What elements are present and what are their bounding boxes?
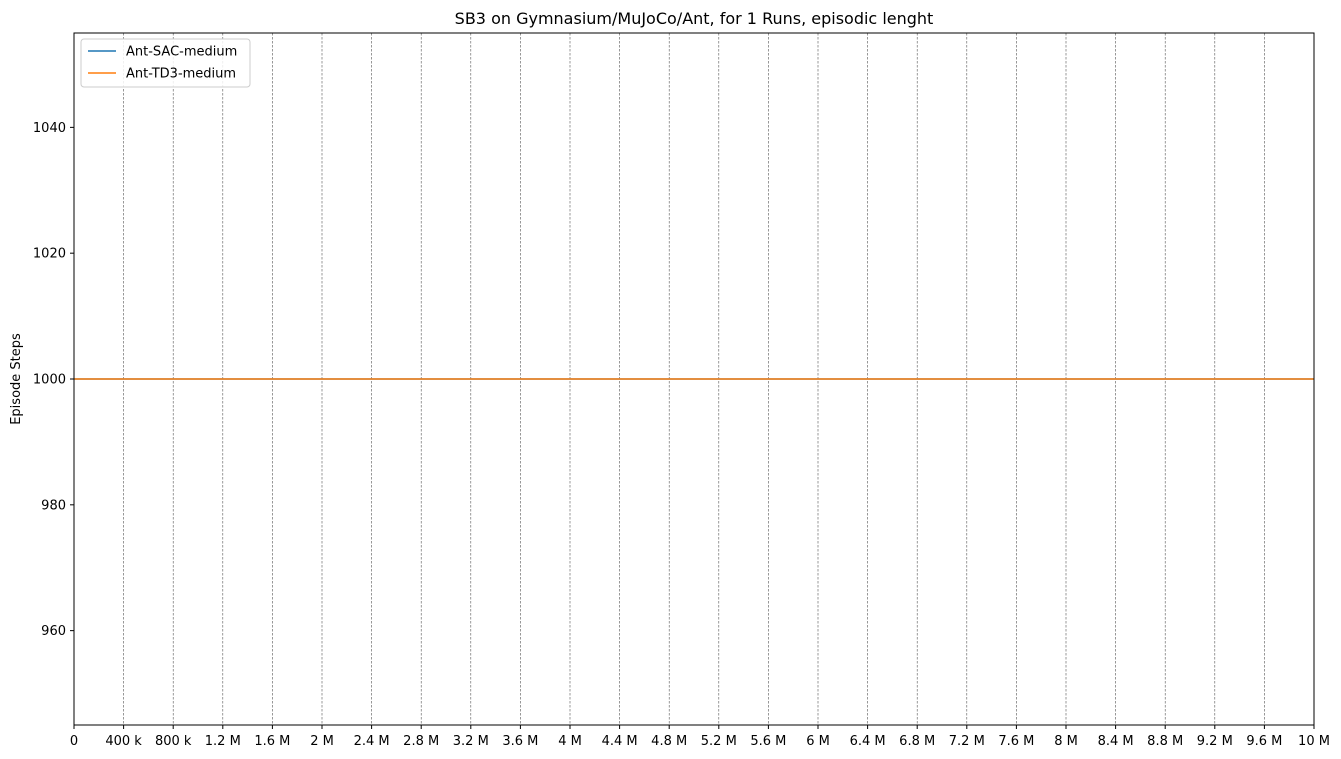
x-tick-label: 8.8 M bbox=[1147, 734, 1183, 749]
y-tick-label: 960 bbox=[41, 624, 66, 639]
x-tick-label: 5.2 M bbox=[701, 734, 737, 749]
x-tick-label: 7.6 M bbox=[998, 734, 1034, 749]
x-tick-label: 5.6 M bbox=[750, 734, 786, 749]
x-tick-label: 2.4 M bbox=[354, 734, 390, 749]
x-tick-label: 7.2 M bbox=[949, 734, 985, 749]
chart-title: SB3 on Gymnasium/MuJoCo/Ant, for 1 Runs,… bbox=[455, 9, 934, 28]
x-tick-label: 400 k bbox=[105, 734, 142, 749]
x-tick-label: 10 M bbox=[1298, 734, 1330, 749]
x-tick-label: 4.4 M bbox=[602, 734, 638, 749]
x-tick-label: 0 bbox=[70, 734, 78, 749]
legend: Ant-SAC-medium Ant-TD3-medium bbox=[80, 38, 251, 88]
y-axis-label: Episode Steps bbox=[9, 333, 24, 425]
x-tick-label: 4 M bbox=[558, 734, 582, 749]
x-tick-label: 8 M bbox=[1054, 734, 1078, 749]
x-tick-label: 1.6 M bbox=[254, 734, 290, 749]
x-axis-ticks: 0 400 k 800 k 1.2 M 1.6 M 2 M 2.4 M 2.8 M 3.2 M 3… bbox=[70, 725, 1330, 749]
x-tick-label: 8.4 M bbox=[1098, 734, 1134, 749]
x-tick-label: 3.2 M bbox=[453, 734, 489, 749]
y-tick-label: 1040 bbox=[33, 121, 66, 136]
y-tick-label: 1020 bbox=[33, 247, 66, 262]
y-tick-label: 980 bbox=[41, 498, 66, 513]
x-tick-label: 3.6 M bbox=[502, 734, 538, 749]
x-tick-label: 2 M bbox=[310, 734, 334, 749]
legend-box bbox=[80, 38, 251, 88]
legend-label: Ant-SAC-medium bbox=[126, 45, 237, 60]
x-tick-label: 9.2 M bbox=[1197, 734, 1233, 749]
plot-frame bbox=[73, 32, 1315, 726]
x-tick-label: 6.8 M bbox=[899, 734, 935, 749]
y-axis-ticks: 960 980 1000 1020 1040 bbox=[33, 121, 74, 639]
x-tick-label: 9.6 M bbox=[1246, 734, 1282, 749]
x-tick-label: 4.8 M bbox=[651, 734, 687, 749]
x-tick-label: 2.8 M bbox=[403, 734, 439, 749]
x-tick-label: 1.2 M bbox=[205, 734, 241, 749]
y-tick-label: 1000 bbox=[33, 373, 66, 388]
x-tick-label: 6.4 M bbox=[850, 734, 886, 749]
legend-label: Ant-TD3-medium bbox=[126, 67, 236, 82]
x-tick-label: 800 k bbox=[155, 734, 192, 749]
x-tick-label: 6 M bbox=[806, 734, 830, 749]
